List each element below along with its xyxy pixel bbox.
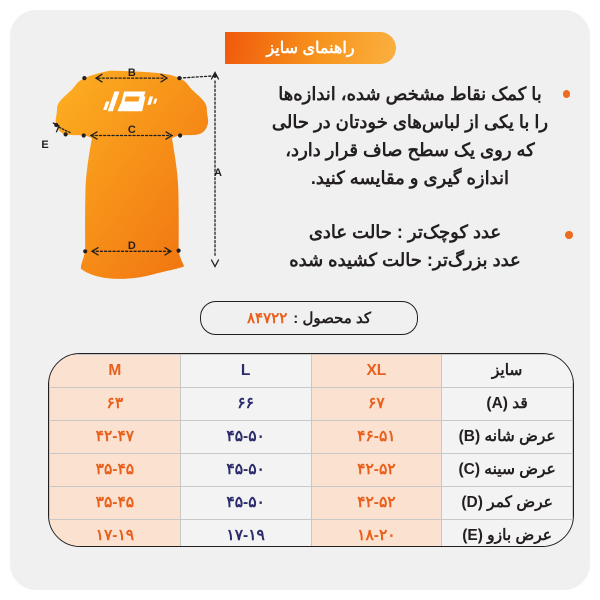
svg-text:B: B — [128, 67, 136, 79]
svg-text:E: E — [41, 139, 48, 151]
svg-text:A: A — [214, 167, 222, 179]
svg-text:D: D — [128, 240, 136, 252]
svg-text:C: C — [128, 124, 136, 136]
